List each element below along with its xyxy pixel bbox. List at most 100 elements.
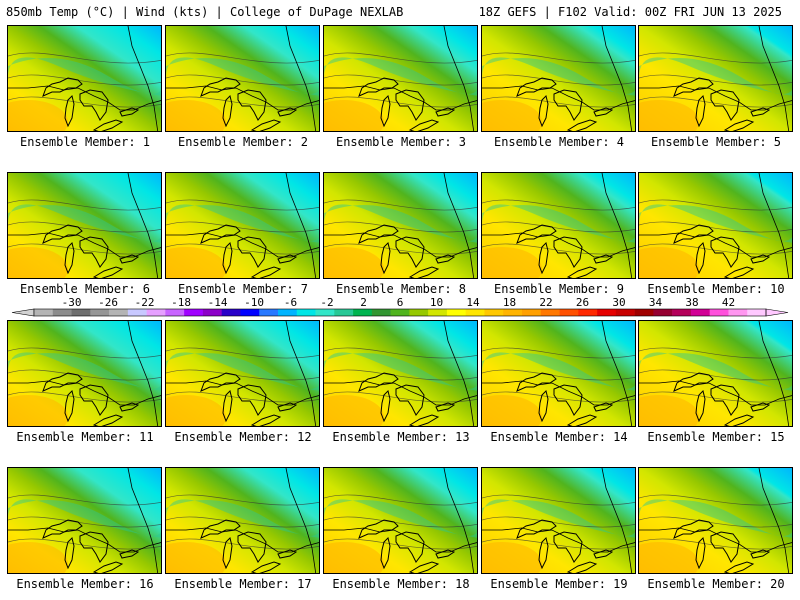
ensemble-member-label: Ensemble Member: 3: [335, 135, 467, 149]
colorbar-swatch: [409, 309, 429, 316]
ensemble-member-map: [323, 320, 478, 427]
colorbar-swatch: [165, 309, 185, 316]
ensemble-member-map: [638, 320, 793, 427]
colorbar-swatch: [353, 309, 373, 316]
colorbar-tick-label: 34: [648, 296, 663, 309]
colorbar-right-arrow: [765, 308, 789, 317]
ensemble-member-map: [323, 172, 478, 279]
ensemble-member-label: Ensemble Member: 4: [493, 135, 625, 149]
ensemble-member-map: [165, 467, 320, 574]
ensemble-member-label: Ensemble Member: 7: [177, 282, 309, 296]
colorbar-tick-label: -14: [207, 296, 228, 309]
ensemble-member-map: [481, 172, 636, 279]
colorbar-tick-label: -26: [98, 296, 118, 309]
ensemble-member-label: Ensemble Member: 8: [335, 282, 467, 296]
colorbar-tick-label: -6: [283, 296, 298, 309]
colorbar-swatch: [296, 309, 316, 316]
colorbar-tick-label: 10: [429, 296, 444, 309]
colorbar-tick-label: -2: [320, 296, 334, 309]
ensemble-member-map: [638, 172, 793, 279]
colorbar-tick-label: 42: [721, 296, 736, 309]
ensemble-member-map: [7, 25, 162, 132]
ensemble-member-map: [638, 467, 793, 574]
ensemble-member-label: Ensemble Member: 6: [19, 282, 151, 296]
ensemble-member-map: [323, 467, 478, 574]
ensemble-member-label: Ensemble Member: 11: [16, 430, 154, 444]
colorbar-swatch: [634, 309, 654, 316]
colorbar-swatch: [146, 309, 166, 316]
colorbar-swatch: [578, 309, 598, 316]
colorbar-swatch: [446, 309, 466, 316]
colorbar-tick-label: 6: [396, 296, 404, 309]
ensemble-member-map: [481, 25, 636, 132]
colorbar-swatch: [371, 309, 391, 316]
colorbar-tick-label: 18: [502, 296, 517, 309]
map-title: 850mb Temp (°C) | Wind (kts) | College o…: [6, 5, 404, 19]
colorbar-swatch: [90, 309, 110, 316]
colorbar-swatch: [34, 309, 54, 316]
colorbar-swatch: [728, 309, 748, 316]
colorbar-swatch: [71, 309, 91, 316]
colorbar-swatch: [540, 309, 560, 316]
ensemble-member-label: Ensemble Member: 19: [490, 577, 628, 591]
colorbar-swatch: [109, 309, 129, 316]
ensemble-member-map: [165, 25, 320, 132]
colorbar-swatch: [559, 309, 579, 316]
ensemble-member-map: [165, 320, 320, 427]
ensemble-member-label: Ensemble Member: 20: [647, 577, 785, 591]
colorbar-swatch: [240, 309, 260, 316]
ensemble-member-label: Ensemble Member: 13: [332, 430, 470, 444]
colorbar-tick-label: 26: [575, 296, 590, 309]
ensemble-member-label: Ensemble Member: 2: [177, 135, 309, 149]
ensemble-member-label: Ensemble Member: 12: [174, 430, 312, 444]
colorbar-swatch: [747, 309, 767, 316]
temperature-colorbar: -30 -26 -22 -18 -14 -10 -6 -2 2 6 10 14 18 22 26 30 34 38…: [0, 296, 800, 320]
colorbar-tick-label: -30: [61, 296, 82, 309]
ensemble-member-map: [7, 320, 162, 427]
colorbar-swatch: [672, 309, 692, 316]
colorbar-tick-label: 14: [466, 296, 480, 309]
colorbar-tick-label: 38: [685, 296, 699, 309]
colorbar-tick-label: 22: [539, 296, 553, 309]
ensemble-member-map: [7, 467, 162, 574]
colorbar-graphic: [11, 308, 789, 317]
colorbar-swatch: [221, 309, 241, 316]
ensemble-member-map: [165, 172, 320, 279]
colorbar-swatch: [259, 309, 279, 316]
colorbar-swatch: [615, 309, 635, 316]
ensemble-member-map: [638, 25, 793, 132]
colorbar-swatch: [709, 309, 729, 316]
colorbar-swatch: [315, 309, 335, 316]
colorbar-swatch: [127, 309, 147, 316]
colorbar-swatch: [52, 309, 72, 316]
colorbar-outline: [33, 308, 767, 317]
colorbar-swatch: [653, 309, 673, 316]
ensemble-member-label: Ensemble Member: 18: [332, 577, 470, 591]
ensemble-member-label: Ensemble Member: 5: [650, 135, 782, 149]
colorbar-swatch: [428, 309, 448, 316]
colorbar-swatch: [690, 309, 710, 316]
ensemble-member-map: [7, 172, 162, 279]
colorbar-left-arrow: [11, 308, 35, 317]
colorbar-swatch: [184, 309, 204, 316]
ensemble-member-label: Ensemble Member: 1: [19, 135, 151, 149]
colorbar-swatch: [484, 309, 504, 316]
ensemble-member-label: Ensemble Member: 9: [493, 282, 625, 296]
colorbar-swatch: [503, 309, 523, 316]
colorbar-swatch: [202, 309, 222, 316]
colorbar-tick-label: -22: [134, 296, 155, 309]
colorbar-tick-label: 2: [360, 296, 367, 309]
colorbar-swatch: [390, 309, 410, 316]
ensemble-member-map: [481, 320, 636, 427]
ensemble-member-map: [323, 25, 478, 132]
ensemble-member-map: [481, 467, 636, 574]
colorbar-tick-label: 30: [612, 296, 626, 309]
ensemble-member-label: Ensemble Member: 17: [174, 577, 312, 591]
colorbar-swatch: [465, 309, 485, 316]
colorbar-swatch: [278, 309, 298, 316]
ensemble-member-label: Ensemble Member: 14: [490, 430, 628, 444]
colorbar-swatch: [597, 309, 617, 316]
colorbar-swatch: [522, 309, 542, 316]
model-run-info: 18Z GEFS | F102 Valid: 00Z FRI JUN 13 20…: [478, 5, 782, 19]
colorbar-tick-label: -10: [244, 296, 264, 309]
